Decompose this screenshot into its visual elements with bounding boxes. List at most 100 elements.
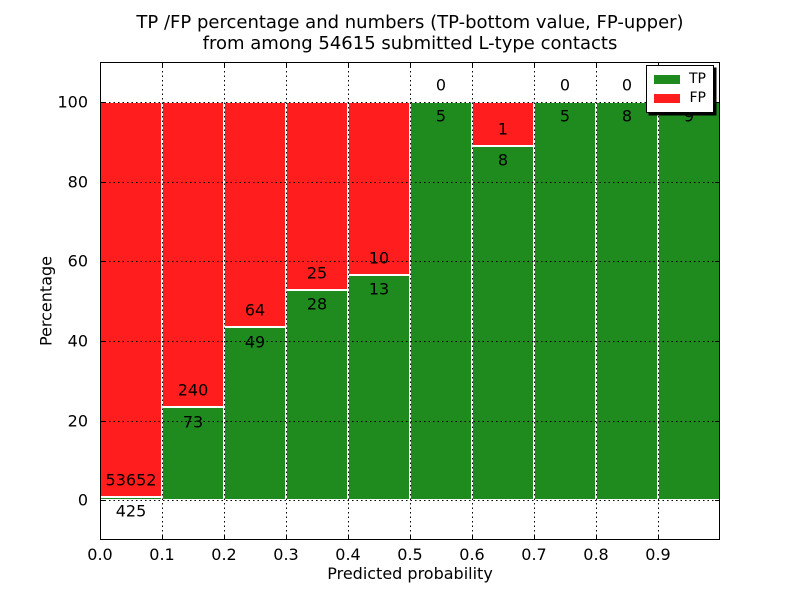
x-tick-label: 0.5 (397, 545, 423, 564)
x-tick-mark (658, 62, 659, 67)
y-tick-label: 20 (67, 411, 88, 430)
bar-label-tp: 5 (435, 106, 447, 126)
x-tick-mark (534, 535, 535, 540)
x-tick-mark (224, 62, 225, 67)
bar-segment-fp (348, 101, 410, 275)
x-tick-label: 0.0 (87, 545, 113, 564)
x-tick-mark (348, 535, 349, 540)
bar-segment-tp (224, 327, 286, 501)
plot-area: TP FP 5365242524073644925281013051805080… (100, 62, 720, 540)
bar-label-tp: 425 (115, 501, 147, 521)
gridline-vertical (224, 62, 225, 540)
bar-label-fp: 10 (368, 248, 390, 268)
legend-entry-fp: FP (654, 90, 707, 106)
legend-entry-tp: TP (654, 71, 706, 87)
x-tick-label: 0.4 (335, 545, 361, 564)
gridline-vertical (162, 62, 163, 540)
gridline-vertical (286, 62, 287, 540)
x-tick-mark (596, 535, 597, 540)
x-tick-mark (534, 62, 535, 67)
y-tick-mark (715, 261, 720, 263)
chart-title: TP /FP percentage and numbers (TP-bottom… (100, 12, 720, 54)
bar-label-fp: 25 (306, 263, 328, 283)
bar-label-fp: 53652 (105, 470, 157, 490)
legend-label-tp: TP (689, 71, 706, 87)
x-tick-label: 0.2 (211, 545, 237, 564)
x-tick-mark (410, 535, 411, 540)
gridline-vertical (534, 62, 535, 540)
x-tick-mark (100, 62, 101, 67)
bar-segment-tp (410, 101, 472, 501)
bar-label-fp: 64 (244, 300, 266, 320)
bar-segment-tp (162, 407, 224, 501)
bar-segment-fp (100, 101, 162, 497)
x-tick-mark (286, 62, 287, 67)
gridline-vertical (410, 62, 411, 540)
gridline-vertical (658, 62, 659, 540)
bar-segment-tp (596, 101, 658, 501)
x-tick-mark (658, 535, 659, 540)
x-axis-label: Predicted probability (327, 564, 493, 583)
bar-label-tp: 8 (621, 106, 633, 126)
chart-title-line1: TP /FP percentage and numbers (TP-bottom… (136, 12, 684, 33)
y-tick-mark (100, 101, 105, 103)
gridline-vertical (472, 62, 473, 540)
x-tick-label: 0.3 (273, 545, 299, 564)
x-tick-mark (348, 62, 349, 67)
bar-segment-tp (658, 101, 720, 501)
bar-label-tp: 28 (306, 294, 328, 314)
x-tick-label: 0.9 (645, 545, 671, 564)
bar-segment-fp (286, 101, 348, 290)
bar-label-tp: 73 (182, 412, 204, 432)
y-tick-mark (715, 101, 720, 103)
y-tick-mark (100, 181, 105, 183)
bar-segment-tp (534, 101, 596, 501)
bar-label-fp: 0 (559, 75, 571, 95)
x-tick-mark (100, 535, 101, 540)
x-tick-mark (472, 62, 473, 67)
y-tick-label: 40 (67, 331, 88, 351)
legend-label-fp: FP (689, 90, 707, 106)
x-tick-mark (162, 62, 163, 67)
bar-segment-fp (162, 101, 224, 408)
x-tick-label: 0.8 (583, 545, 609, 564)
legend: TP FP (646, 65, 714, 113)
x-tick-mark (162, 535, 163, 540)
y-tick-mark (715, 340, 720, 342)
gridline-vertical (348, 62, 349, 540)
bar-segment-fp (224, 101, 286, 328)
y-tick-mark (100, 261, 105, 263)
y-tick-mark (715, 500, 720, 502)
bar-label-tp: 9 (683, 106, 695, 126)
y-tick-mark (715, 181, 720, 183)
bar-label-fp: 240 (177, 380, 209, 400)
bar-label-tp: 49 (244, 332, 266, 352)
bar-label-tp: 8 (497, 150, 509, 170)
x-tick-label: 0.6 (459, 545, 485, 564)
legend-swatch-tp-icon (654, 75, 680, 84)
y-tick-mark (100, 340, 105, 342)
y-tick-label: 0 (77, 490, 88, 510)
y-tick-label: 60 (67, 251, 88, 271)
legend-swatch-fp-icon (654, 94, 680, 103)
x-tick-mark (286, 535, 287, 540)
y-tick-mark (100, 500, 105, 502)
bar-label-fp: 1 (497, 119, 509, 139)
x-tick-mark (472, 535, 473, 540)
x-tick-label: 0.1 (149, 545, 175, 564)
x-tick-mark (224, 535, 225, 540)
x-tick-mark (596, 62, 597, 67)
bar-label-tp: 13 (368, 279, 390, 299)
x-tick-label: 0.7 (521, 545, 547, 564)
bar-label-fp: 0 (435, 75, 447, 95)
bar-segment-tp (348, 275, 410, 501)
bar-segment-tp (286, 289, 348, 501)
y-tick-mark (100, 420, 105, 422)
x-tick-mark (410, 62, 411, 67)
y-tick-label: 100 (57, 92, 88, 112)
y-tick-mark (715, 420, 720, 422)
gridline-vertical (596, 62, 597, 540)
bar-segment-tp (472, 146, 534, 501)
bar-label-fp: 0 (621, 75, 633, 95)
